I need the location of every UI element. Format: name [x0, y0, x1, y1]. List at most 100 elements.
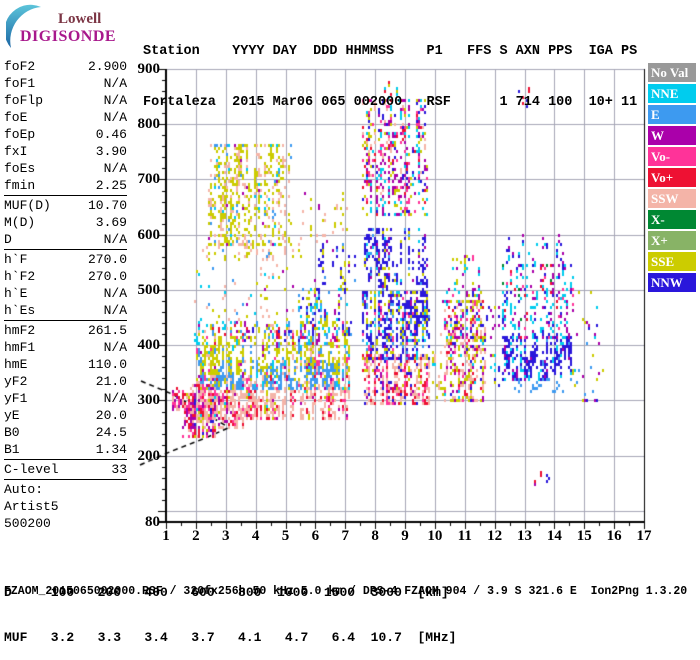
param-label: foEp [4, 127, 36, 142]
y-axis-label: 500 [137, 281, 161, 298]
lowell-digisonde-logo: Lowell DIGISONDE [6, 3, 136, 53]
param-value: 0.46 [95, 127, 127, 142]
param-row: MUF(D) 10.70 [4, 197, 127, 214]
param-label: D [4, 232, 12, 247]
param-label: yE [4, 408, 20, 423]
param-label: fmin [4, 178, 36, 193]
param-row: B1 1.34 [4, 441, 127, 458]
param-label: yF2 [4, 374, 28, 389]
param-label: M(D) [4, 215, 36, 230]
param-label: yF1 [4, 391, 28, 406]
param-row: foF2 2.900 [4, 58, 127, 75]
param-row: C-level 33 [4, 461, 127, 478]
param-row: h`E N/A [4, 285, 127, 302]
station-header: Station YYYY DAY DDD HHMMSS P1 FFS S AXN… [143, 9, 637, 128]
y-axis-label: 80 [145, 514, 160, 530]
param-value: 24.5 [95, 425, 127, 440]
param-value: N/A [103, 76, 127, 91]
param-value: N/A [103, 340, 127, 355]
param-value: 1.34 [95, 442, 127, 457]
x-axis-label: 13 [517, 528, 532, 544]
x-axis-label: 3 [222, 528, 230, 544]
param-label: h`E [4, 286, 28, 301]
param-row: foFlp N/A [4, 92, 127, 109]
ionogram-plot-canvas [0, 0, 700, 600]
y-axis-label: 600 [137, 226, 161, 243]
param-label: B0 [4, 425, 20, 440]
x-axis-label: 6 [311, 528, 320, 544]
param-row: foF1 N/A [4, 75, 127, 92]
param-row: D N/A [4, 231, 127, 248]
param-group: hmF2 261.5 hmF1 N/A hmE 110.0 yF2 21.0 yF1 N/A yE 2… [4, 322, 127, 460]
x-axis-label: 10 [427, 528, 443, 544]
param-label: foEs [4, 161, 36, 176]
param-value: N/A [103, 110, 127, 125]
x-axis-label: 8 [371, 528, 379, 544]
param-group: C-level 33 [4, 461, 127, 480]
x-axis-label: 5 [281, 528, 290, 544]
param-value: 20.0 [95, 408, 127, 423]
param-row: foEp 0.46 [4, 126, 127, 143]
x-axis-label: 9 [401, 528, 409, 544]
parameter-panel: foF2 2.900 foF1 N/A foFlp N/A foE N/A foEp 0.46 fx… [4, 58, 127, 532]
param-group: foF2 2.900 foF1 N/A foFlp N/A foE N/A foEp 0.46 fx… [4, 58, 127, 196]
y-axis-label: 300 [137, 392, 161, 409]
param-row: h`F 270.0 [4, 251, 127, 268]
param-label: foF1 [4, 76, 36, 91]
param-value: 110.0 [87, 357, 127, 372]
distance-muf-table: D 100 200 400 600 800 1000 1500 3000 [km… [4, 555, 456, 660]
header-column-titles: Station YYYY DAY DDD HHMMSS P1 FFS S AXN… [143, 44, 638, 59]
param-value: 2.25 [95, 178, 127, 193]
param-label: foF2 [4, 59, 36, 74]
x-axis-label: 16 [606, 528, 622, 544]
param-footer-line: Auto: [4, 482, 44, 497]
header-station-values: Fortaleza 2015 Mar06 065 002000 RSF 1 71… [143, 95, 638, 110]
param-row: hmE 110.0 [4, 356, 127, 373]
legend-item-vo+: Vo+ [648, 168, 696, 187]
y-axis-label: 400 [137, 337, 161, 354]
legend-item-e: E [648, 105, 696, 124]
x-axis-label: 12 [487, 528, 503, 544]
logo-lowell-text: Lowell [58, 11, 102, 27]
muf-row: MUF 3.2 3.3 3.4 3.7 4.1 4.7 6.4 10.7 [MH… [4, 630, 457, 645]
x-axis-label: 17 [636, 528, 652, 544]
param-footer-line: 500200 [4, 516, 51, 531]
param-value: N/A [103, 391, 127, 406]
param-row: hmF2 261.5 [4, 322, 127, 339]
y-axis-label: 200 [137, 447, 161, 464]
file-info-line: FZAOM_2015065002000.RSF / 320fx256h 50 k… [4, 585, 688, 598]
x-axis-label: 2 [192, 528, 200, 544]
param-row: M(D) 3.69 [4, 214, 127, 231]
x-axis-label: 11 [457, 528, 472, 544]
param-value: N/A [103, 93, 127, 108]
distance-row: D 100 200 400 600 800 1000 1500 3000 [km… [4, 585, 449, 600]
param-label: hmF2 [4, 323, 36, 338]
legend-item-nne: NNE [648, 84, 696, 103]
param-label: foE [4, 110, 28, 125]
param-row: foE N/A [4, 109, 127, 126]
param-label: hmF1 [4, 340, 36, 355]
param-row: hmF1 N/A [4, 339, 127, 356]
param-label: h`F2 [4, 269, 36, 284]
param-group: h`F 270.0 h`F2 270.0 h`E N/A h`Es N/A [4, 251, 127, 321]
param-label: h`Es [4, 303, 36, 318]
param-label: h`F [4, 252, 28, 267]
param-label: MUF(D) [4, 198, 51, 213]
x-axis-label: 4 [251, 528, 260, 544]
param-label: foFlp [4, 93, 44, 108]
param-label: hmE [4, 357, 28, 372]
param-label: C-level [4, 462, 59, 477]
param-row: fxI 3.90 [4, 143, 127, 160]
x-axis-label: 15 [576, 528, 592, 544]
param-value: 2.900 [87, 59, 127, 74]
param-value: 261.5 [87, 323, 127, 338]
crescent-moon-icon [6, 4, 41, 48]
legend-item-x-: X- [648, 210, 696, 229]
x-axis-label: 14 [546, 528, 562, 544]
y-axis-label: 800 [137, 116, 161, 133]
param-value: 10.70 [87, 198, 127, 213]
param-row: foEs N/A [4, 160, 127, 177]
param-label: fxI [4, 144, 28, 159]
legend-item-sse: SSE [648, 252, 696, 271]
param-row: fmin 2.25 [4, 177, 127, 194]
